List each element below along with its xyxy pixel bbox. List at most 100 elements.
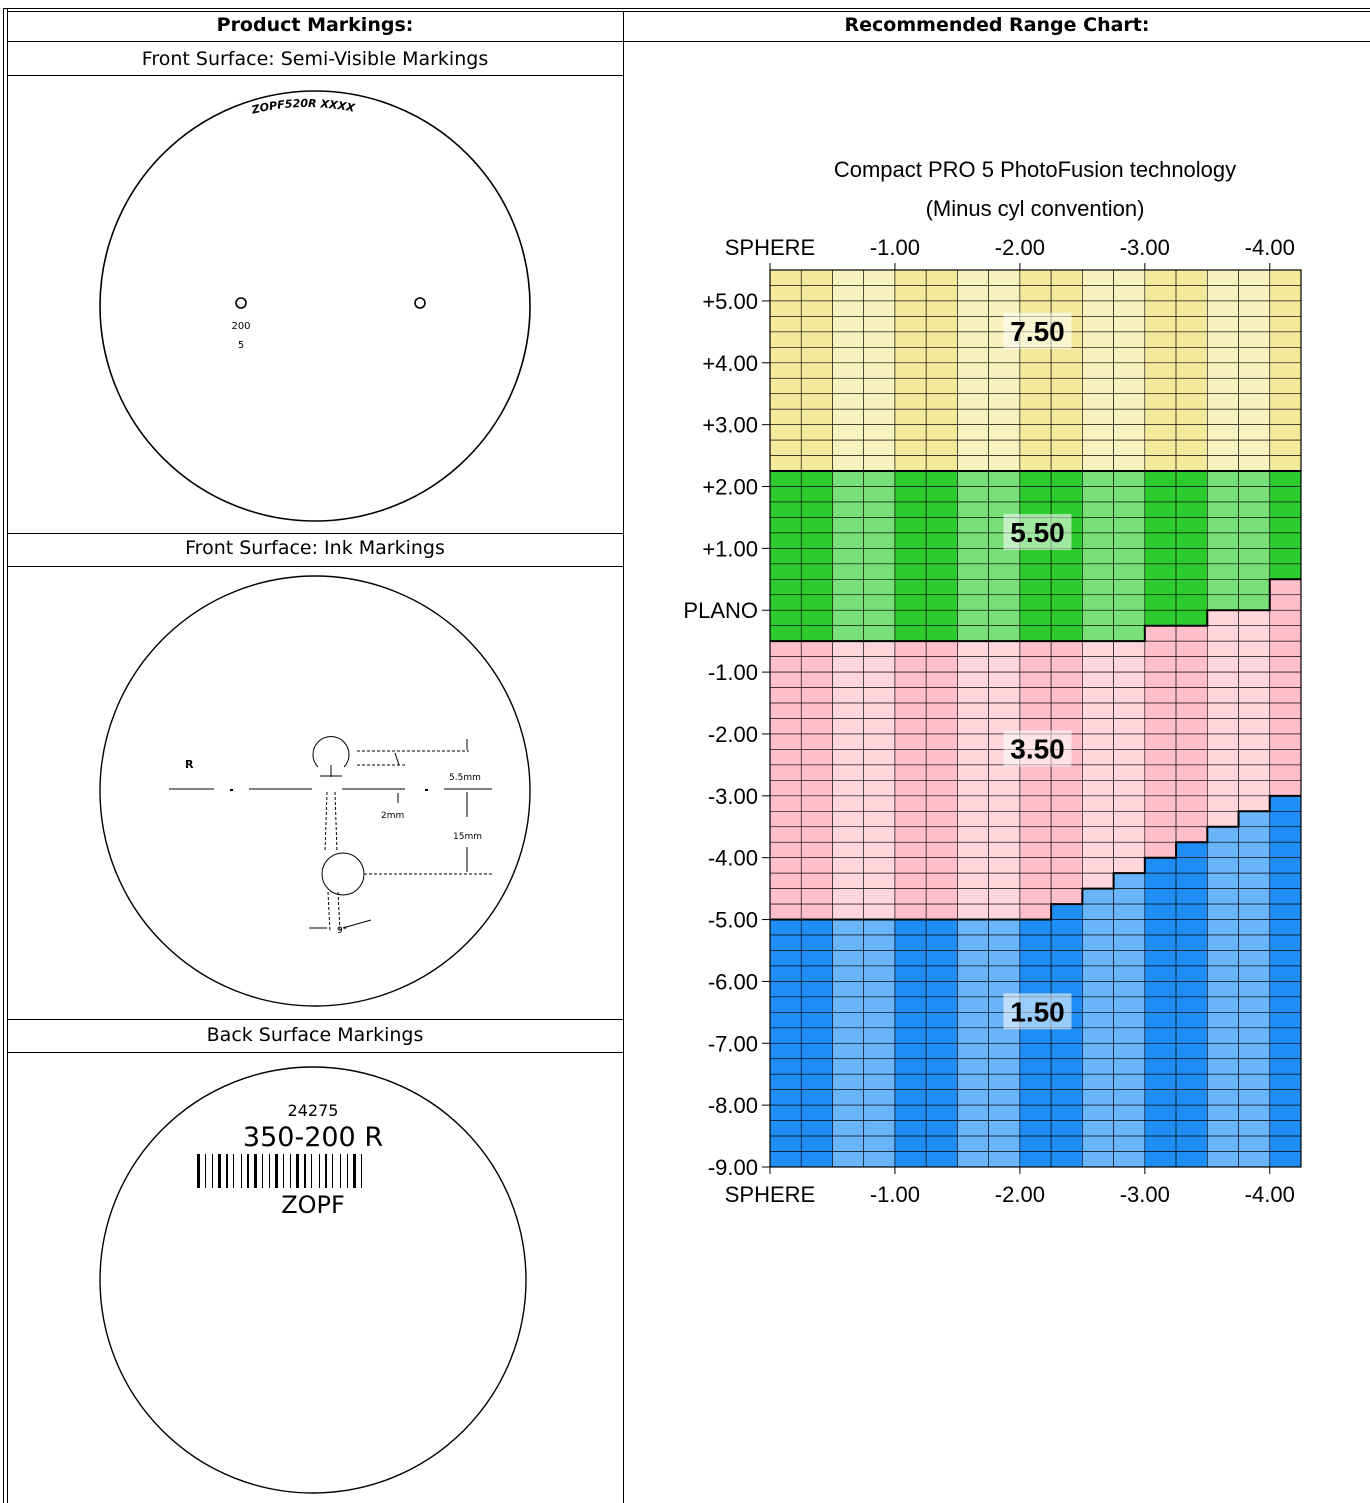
chart-cell [1144,1089,1177,1106]
chart-cell [832,362,865,379]
chart-cell [832,331,865,348]
chart-cell [988,579,1021,596]
chart-cell [925,1073,958,1090]
chart-cell [1238,1073,1271,1090]
chart-cell [1269,269,1302,286]
chart-cell [1206,903,1239,920]
chart-cell [863,563,896,580]
chart-cell [1206,501,1239,518]
chart-cell [800,285,833,302]
chart-cell [1206,950,1239,967]
chart-cell [1144,934,1177,951]
chart-cell [863,1012,896,1029]
chart-cell [1175,439,1208,456]
chart-cell [863,780,896,797]
chart-cell [769,362,802,379]
chart-cell [1238,640,1271,657]
chart-cell [1206,532,1239,549]
chart-cell [925,888,958,905]
chart-cell [1019,934,1052,951]
chart-cell [1144,1151,1177,1168]
chart-cell [1269,1027,1302,1044]
back-brand: ZOPF [281,1191,345,1219]
chart-cell [800,269,833,286]
chart-cell [1019,625,1052,642]
chart-cell [925,609,958,627]
barcode-bar [262,1154,263,1188]
chart-cell [1144,424,1177,441]
chart-cell [1175,532,1208,549]
chart-cell [769,1012,802,1029]
chart-cell [1113,764,1146,781]
chart-cell [769,377,802,395]
y-tick-label: -2.00 [708,722,758,747]
chart-cell [1175,1089,1208,1106]
x-tick-label-bottom: -1.00 [870,1182,920,1207]
dim-top-label: 5.5mm [449,773,481,783]
chart-cell [1050,1104,1083,1121]
chart-cell [1175,780,1208,797]
chart-cell [1175,548,1208,565]
chart-cell [988,285,1021,302]
chart-cell [1019,424,1052,441]
chart-cell [769,532,802,549]
chart-cell [1144,733,1177,750]
chart-cell [1113,702,1146,719]
chart-cell [1050,609,1083,627]
chart-cell [957,424,989,441]
chart-cell [832,1120,865,1137]
chart-cell [863,393,896,410]
chart-cell [957,563,989,580]
chart-cell [1113,841,1146,858]
chart-cell [800,1058,833,1075]
chart-cell [1269,1012,1302,1029]
chart-cell [1206,702,1239,719]
section-back-title: Back Surface Markings [206,1024,424,1046]
chart-cell [1050,1151,1083,1168]
chart-cell [1082,424,1114,441]
chart-cell [1050,826,1083,843]
chart-cell [832,826,865,843]
chart-cell [1206,377,1239,395]
chart-cell [988,563,1021,580]
chart-cell [957,1135,989,1152]
back-lens-diagram: 24275 350-200 R ZOPF [99,1066,527,1494]
chart-cell [1082,841,1114,858]
chart-cell [863,470,896,487]
chart-cell [1082,408,1114,425]
chart-cell [800,548,833,565]
chart-cell [832,1073,865,1090]
chart-cell [988,810,1021,828]
chart-cell [894,1012,927,1029]
chart-cell [1082,687,1114,704]
chart-cell [832,640,865,657]
chart-cell [769,563,802,580]
chart-cell [1082,393,1114,410]
chart-cell [957,1120,989,1137]
y-tick-label: -3.00 [708,784,758,809]
chart-cell [1019,656,1052,673]
chart-cell [1019,640,1052,657]
chart-cell [894,439,927,456]
chart-cell [894,1120,927,1137]
chart-cell [769,950,802,967]
chart-cell [1269,424,1302,441]
chart-cell [1144,316,1177,333]
chart-cell [769,408,802,425]
chart-cell [925,934,958,951]
chart-cell [1113,563,1146,580]
chart-cell [957,1104,989,1121]
chart-cell [1175,919,1208,936]
chart-cell [863,486,896,503]
barcode-bar [283,1154,284,1188]
chart-cell [1050,455,1083,472]
chart-cell [1238,1120,1271,1137]
chart-cell [769,1151,802,1168]
chart-cell [1144,579,1177,596]
chart-cell [1175,1058,1208,1075]
chart-cell [1113,331,1146,348]
chart-cell [1144,548,1177,565]
chart-cell [863,1120,896,1137]
chart-cell [1175,347,1208,364]
y-tick-label: PLANO [683,598,758,623]
